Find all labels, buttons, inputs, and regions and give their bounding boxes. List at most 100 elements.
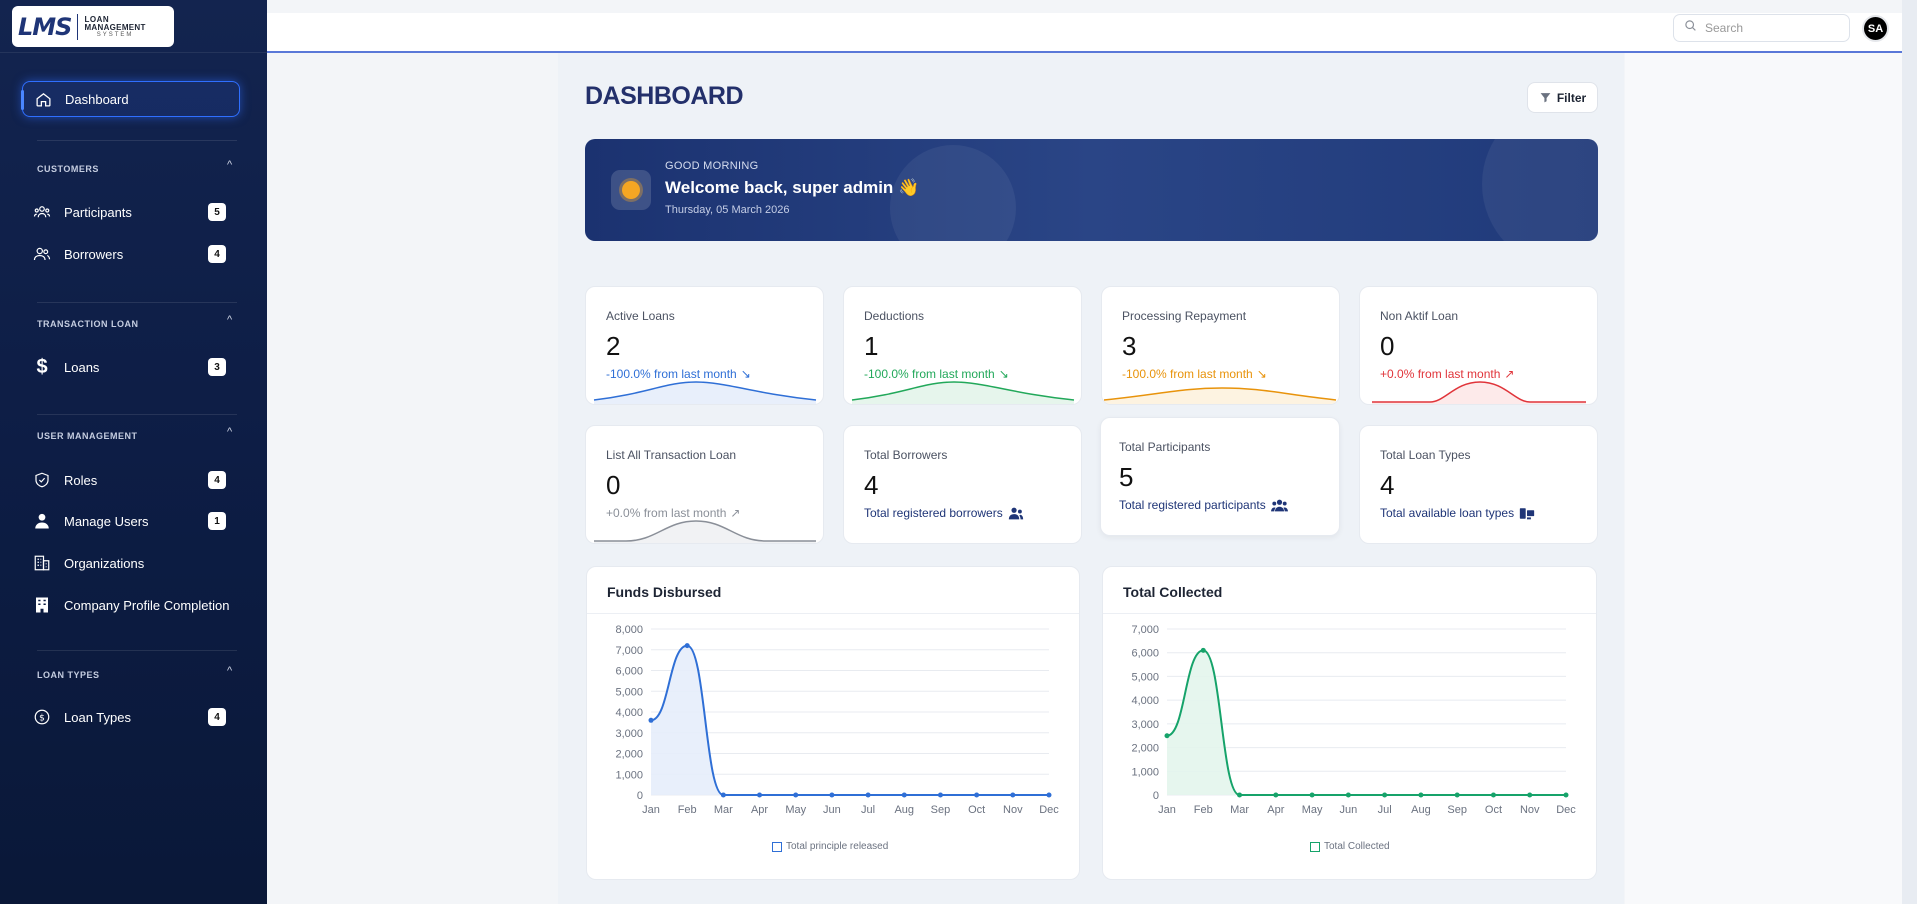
stat-card-processing-repayment[interactable]: Processing Repayment 3 -100.0% from last… [1101,286,1340,405]
stat-trend: +0.0% from last month ↗ [606,506,740,520]
section-divider [37,650,237,651]
section-transaction-loan: TRANSACTION LOAN [37,319,139,329]
page-title: DASHBOARD [585,82,744,110]
users-icon [1008,507,1023,519]
data-point [1527,792,1533,798]
stat-subtitle-text: Total registered participants [1119,498,1266,512]
y-tick-label: 5,000 [615,686,643,698]
stat-trend-text: +0.0% from last month [1380,367,1501,381]
chart-plot: 0 1,000 2,000 3,000 4,000 5,000 6,000 7,000 8,00… [615,624,1059,816]
data-point [1164,733,1170,739]
y-tick-label: 3,000 [615,728,643,740]
logo-text: LOAN MANAGEMENT SYSTEM [84,15,146,38]
sidebar-item-organizations[interactable]: Organizations [22,545,240,581]
sidebar-item-label: Company Profile Completion [64,597,230,613]
sidebar-item-roles[interactable]: Roles 4 [22,462,240,498]
section-divider [37,302,237,303]
stat-value: 4 [1380,470,1395,500]
x-tick-label: Feb [678,804,697,816]
data-point [1200,647,1206,653]
sidebar-item-label: Dashboard [65,91,129,107]
welcome-banner: GOOD MORNING Welcome back, super admin 👋… [585,139,1598,241]
sidebar: LMS LOAN MANAGEMENT SYSTEM Dashboard CUS… [0,0,267,904]
y-tick-label: 3,000 [1131,719,1159,731]
data-point [1382,792,1388,798]
stat-label: Total Participants [1119,440,1211,454]
chevron-up-icon[interactable]: ^ [227,665,233,677]
stat-trend-text: +0.0% from last month [606,506,727,520]
borrowers-icon [32,244,52,264]
welcome-date: Thursday, 05 March 2026 [665,204,790,216]
stat-card-active-loans[interactable]: Active Loans 2 -100.0% from last month ↘ [585,286,824,405]
legend-swatch [1310,841,1320,852]
search-box[interactable] [1673,14,1850,42]
sidebar-item-loans[interactable]: $ Loans 3 [22,349,240,385]
sidebar-item-manage-users[interactable]: Manage Users 1 [22,503,240,539]
y-tick-label: 2,000 [615,749,643,761]
sidebar-item-loan-types[interactable]: $ Loan Types 4 [22,699,240,735]
app-logo[interactable]: LMS LOAN MANAGEMENT SYSTEM [12,6,174,47]
scrollbar-track[interactable] [1902,0,1917,904]
coin-icon: $ [32,707,52,727]
stat-value: 5 [1119,462,1134,492]
chart-legend: Total Collected [1310,841,1390,852]
avatar[interactable]: SA [1862,15,1889,42]
stat-trend: -100.0% from last month ↘ [1122,367,1267,381]
count-badge: 4 [208,471,226,489]
search-input[interactable] [1705,21,1835,35]
y-tick-label: 4,000 [1131,695,1159,707]
count-badge: 5 [208,203,226,221]
sidebar-item-label: Manage Users [64,513,149,529]
sidebar-item-borrowers[interactable]: Borrowers 4 [22,236,240,272]
chart-title: Funds Disbursed [607,584,722,600]
sparkline [851,381,1075,404]
sidebar-item-label: Organizations [64,555,145,571]
home-icon [33,89,53,109]
stat-value: 2 [606,331,621,361]
sidebar-item-label: Roles [64,472,98,488]
stat-trend-text: -100.0% from last month [1122,367,1253,381]
data-point [937,792,943,798]
stat-label: Non Aktif Loan [1380,309,1459,323]
count-badge: 1 [208,512,226,530]
stat-card-total-participants[interactable]: Total Participants 5 Total registered pa… [1100,417,1340,536]
stat-card-total-borrowers[interactable]: Total Borrowers 4 Total registered borro… [843,425,1082,544]
dollar-icon: $ [36,355,48,378]
y-tick-label: 1,000 [1131,766,1159,778]
chevron-up-icon[interactable]: ^ [227,159,233,171]
stat-card-deductions[interactable]: Deductions 1 -100.0% from last month ↘ [843,286,1082,405]
logo-line-2: MANAGEMENT [84,22,146,32]
stat-card-non-aktif-loan[interactable]: Non Aktif Loan 0 +0.0% from last month ↗ [1359,286,1598,405]
sidebar-item-company-profile[interactable]: Company Profile Completion [22,587,240,623]
sidebar-item-dashboard[interactable]: Dashboard [21,81,240,117]
sidebar-item-participants[interactable]: Participants 5 [22,194,240,230]
stat-subtitle: Total registered borrowers [864,506,1024,520]
stat-trend: -100.0% from last month ↘ [606,367,751,381]
data-point [1490,792,1496,798]
sidebar-item-label: Loan Types [64,709,131,725]
stat-label: Total Borrowers [864,448,948,462]
sidebar-item-label: Borrowers [64,246,124,262]
x-tick-label: Dec [1556,804,1576,816]
stat-label: Deductions [864,309,925,323]
x-tick-label: Apr [1267,804,1284,816]
x-tick-label: Jan [1158,804,1176,816]
x-tick-label: May [785,804,806,816]
sparkline [1372,381,1586,404]
stat-value: 3 [1122,331,1137,361]
filter-button[interactable]: Filter [1527,82,1598,113]
y-tick-label: 1,000 [615,769,643,781]
sparkline [593,381,817,404]
stat-label: Active Loans [606,309,675,323]
chevron-up-icon[interactable]: ^ [227,314,233,326]
participants-icon [1270,499,1288,511]
x-tick-label: Feb [1194,804,1213,816]
data-point [1273,792,1279,798]
x-tick-label: Oct [968,804,985,816]
data-point [648,717,654,723]
series-area [1167,650,1566,795]
stat-card-transaction-loan[interactable]: List All Transaction Loan 0 +0.0% from l… [585,425,824,544]
chevron-up-icon[interactable]: ^ [227,426,233,438]
x-tick-label: Mar [714,804,733,816]
stat-card-total-loan-types[interactable]: Total Loan Types 4 Total available loan … [1359,425,1598,544]
